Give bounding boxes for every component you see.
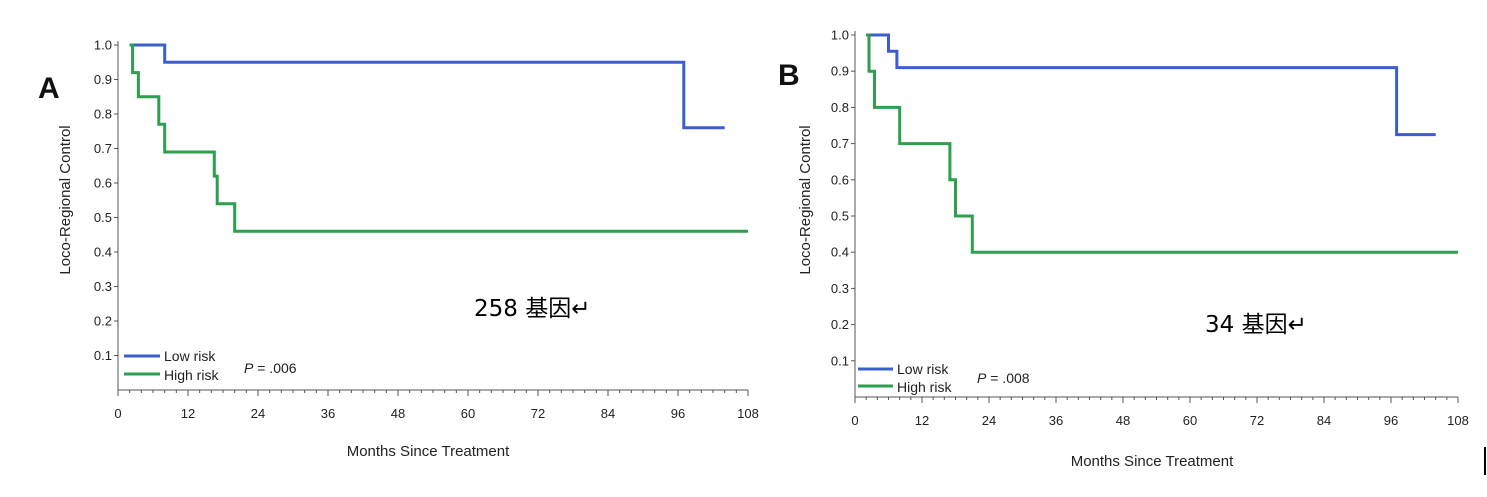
panel-b-x-axis-title: Months Since Treatment <box>1071 453 1234 470</box>
panel-b-y-tick-label: 0.9 <box>831 64 849 79</box>
panel-a-y-tick-label: 1.0 <box>94 38 112 53</box>
panel-b-x-tick-label: 48 <box>1116 413 1130 428</box>
panel-a-annotation: 258 基因↵ <box>474 296 590 322</box>
panel-b-legend-high-risk-label: High risk <box>897 379 952 395</box>
panel-b-x-tick-label: 84 <box>1317 413 1331 428</box>
panel-b-y-tick-label: 0.2 <box>831 317 849 332</box>
panel-b-y-tick-label: 0.3 <box>831 281 849 296</box>
panel-a-y-tick-label: 0.2 <box>94 314 112 329</box>
panel-b-legend: Low risk High risk <box>858 361 952 395</box>
panel-b-x-tick-label: 72 <box>1250 413 1264 428</box>
panel-b-letter: B <box>778 59 800 92</box>
panel-a-letter: A <box>38 72 60 105</box>
panel-b-legend-low-risk-label: Low risk <box>897 361 949 377</box>
panel-a-x-tick-label: 24 <box>251 406 265 421</box>
panel-a-x-axis-title: Months Since Treatment <box>347 443 510 460</box>
panel-a-legend: Low risk High risk <box>124 348 219 383</box>
panel-a-y-tick-label: 0.9 <box>94 72 112 87</box>
panel-b-y-tick-label: 1.0 <box>831 28 849 43</box>
panel-b-y-tick-label: 0.6 <box>831 172 849 187</box>
panel-b-low-risk-curve <box>866 33 1436 137</box>
panel-b-p-letter: P <box>977 370 987 386</box>
panel-a-y-tick-label: 0.3 <box>94 279 112 294</box>
panel-a-p-number: = .006 <box>253 360 296 376</box>
panel-a-x-tick-label: 0 <box>114 406 121 421</box>
panel-b-p-value: P = .008 <box>977 370 1030 386</box>
panel-a-y-tick-label: 0.5 <box>94 210 112 225</box>
panel-a-p-value: P = .006 <box>244 360 297 376</box>
panel-b-x-tick-label: 96 <box>1384 413 1398 428</box>
panel-a-y-axis-title: Loco-Regional Control <box>57 125 74 274</box>
panel-b-y-tick-label: 0.5 <box>831 209 849 224</box>
panel-a-x-tick-label: 84 <box>601 406 615 421</box>
panel-a-y-tick-label: 0.8 <box>94 107 112 122</box>
panel-a-low-risk-curve <box>129 43 725 130</box>
panel-a-x-tick-label: 72 <box>531 406 545 421</box>
panel-b-y-tick-label: 0.7 <box>831 136 849 151</box>
panel-a-legend-high-risk-label: High risk <box>164 367 219 383</box>
panel-b-y-tick-label: 0.4 <box>831 245 849 260</box>
panel-b-x-tick-label: 108 <box>1447 413 1469 428</box>
panel-b-p-number: = .008 <box>986 370 1029 386</box>
panel-a-y-tick-label: 0.1 <box>94 348 112 363</box>
panel-b-y-tick-label: 0.8 <box>831 100 849 115</box>
panel-b-y-tick-label: 0.1 <box>831 353 849 368</box>
panel-b-annotation: 34 基因↵ <box>1205 312 1307 338</box>
panel-b: B Loco-Regional Control Months Since Tre… <box>778 28 1469 471</box>
panel-b-x-tick-label: 60 <box>1183 413 1197 428</box>
panel-a-x-tick-label: 12 <box>181 406 195 421</box>
panel-a-x-tick-label: 108 <box>737 406 759 421</box>
panel-a: A Loco-Regional Control Months Since Tre… <box>38 38 759 461</box>
panel-b-x-tick-label: 36 <box>1049 413 1063 428</box>
panel-b-x-tick-label: 24 <box>982 413 996 428</box>
panel-a-x-tick-label: 36 <box>321 406 335 421</box>
panel-a-x-tick-label: 48 <box>391 406 405 421</box>
panel-b-high-risk-curve <box>866 33 1458 254</box>
panel-a-high-risk-curve <box>129 43 748 233</box>
panel-a-y-tick-label: 0.4 <box>94 245 112 260</box>
panel-a-y-tick-label: 0.6 <box>94 176 112 191</box>
panel-b-y-axis-title: Loco-Regional Control <box>797 125 814 274</box>
panel-a-y-tick-label: 0.7 <box>94 141 112 156</box>
panel-a-axes: 0 12 24 36 48 60 72 84 96 108 0.1 0.2 0.3 0.4 0.5 0.6 0.… <box>94 38 759 422</box>
panel-b-x-tick-label: 0 <box>851 413 858 428</box>
panel-a-x-tick-label: 96 <box>671 406 685 421</box>
panel-a-x-tick-label: 60 <box>461 406 475 421</box>
panel-a-legend-low-risk-label: Low risk <box>164 348 216 364</box>
panel-b-series <box>866 33 1458 254</box>
panel-b-axes: 0 12 24 36 48 60 72 84 96 108 0.1 0.2 0.3 0.4 0.5 0.6 0.… <box>831 28 1469 429</box>
panel-a-p-letter: P <box>244 360 254 376</box>
panel-b-x-tick-label: 12 <box>915 413 929 428</box>
panel-a-series <box>129 43 748 233</box>
